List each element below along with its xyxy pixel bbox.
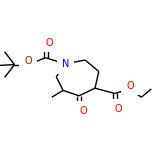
- Text: N: N: [62, 59, 69, 69]
- Text: O: O: [115, 104, 122, 114]
- Text: O: O: [79, 106, 87, 116]
- Text: O: O: [24, 56, 32, 66]
- Text: O: O: [46, 38, 53, 48]
- Text: O: O: [126, 81, 134, 91]
